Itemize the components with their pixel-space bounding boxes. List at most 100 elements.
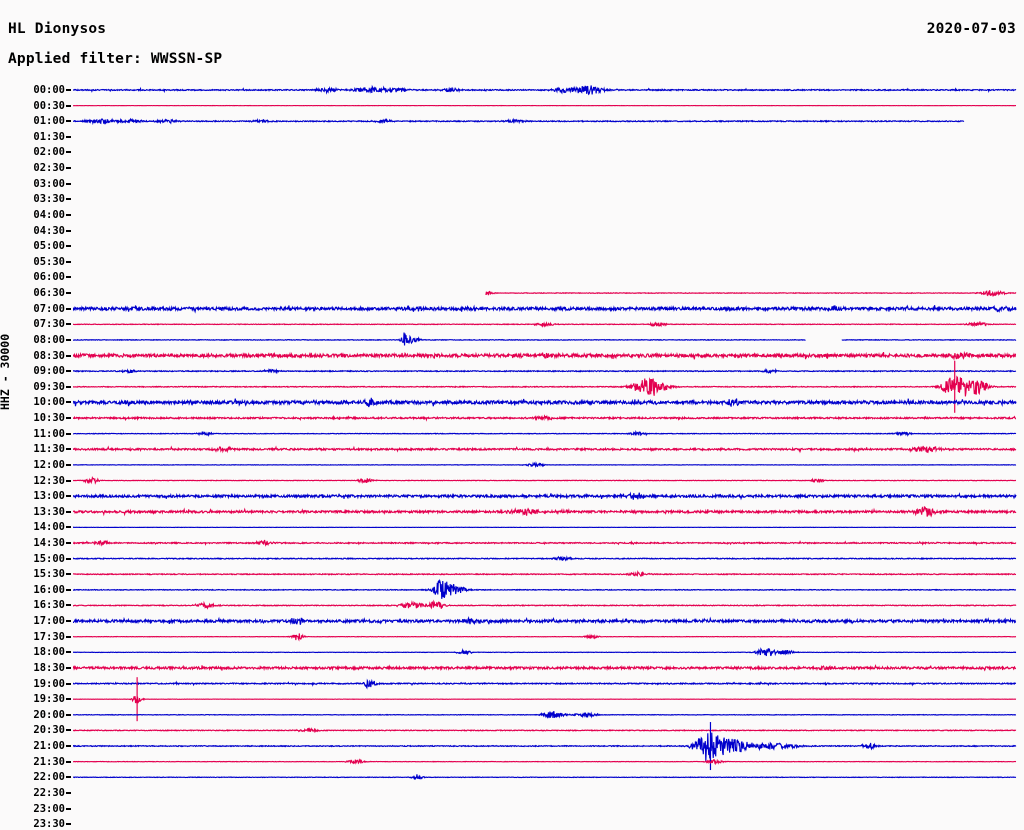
time-tick-label: 05:30 <box>33 257 65 267</box>
time-tick-mark <box>66 620 71 622</box>
seismogram-plot: HHZ - 30000 00:0000:3001:0001:3002:0002:… <box>0 80 1024 780</box>
trace-line <box>73 416 1016 420</box>
time-tick-mark <box>66 651 71 653</box>
trace-line <box>73 557 1016 561</box>
trace-line <box>73 665 1016 670</box>
time-tick-label: 19:30 <box>33 694 65 704</box>
time-tick-mark <box>66 417 71 419</box>
time-tick-mark <box>66 401 71 403</box>
time-tick-label: 08:00 <box>33 335 65 345</box>
time-tick-label: 10:30 <box>33 413 65 423</box>
time-tick-label: 02:30 <box>33 163 65 173</box>
trace-line <box>73 119 964 124</box>
time-tick-label: 20:30 <box>33 725 65 735</box>
time-tick-label: 09:30 <box>33 382 65 392</box>
trace-line <box>73 507 1016 517</box>
time-tick-label: 09:00 <box>33 366 65 376</box>
trace-line <box>73 432 1016 435</box>
trace-line <box>73 352 1016 359</box>
trace-line <box>73 446 1016 453</box>
time-tick-label: 10:00 <box>33 397 65 407</box>
time-tick-label: 23:30 <box>33 819 65 829</box>
time-tick-label: 15:00 <box>33 554 65 564</box>
time-tick-mark <box>66 448 71 450</box>
trace-line <box>73 648 1016 656</box>
time-tick-label: 22:30 <box>33 788 65 798</box>
time-tick-mark <box>66 729 71 731</box>
trace-line <box>73 305 1016 311</box>
trace-line <box>73 463 1016 466</box>
trace-line <box>73 323 1016 327</box>
time-tick-label: 13:30 <box>33 507 65 517</box>
time-tick-mark <box>66 183 71 185</box>
trace-line <box>73 733 1016 762</box>
time-tick-label: 12:30 <box>33 476 65 486</box>
time-tick-mark <box>66 323 71 325</box>
time-tick-mark <box>66 276 71 278</box>
time-tick-mark <box>66 308 71 310</box>
time-tick-label: 22:00 <box>33 772 65 782</box>
time-tick-mark <box>66 604 71 606</box>
time-tick-label: 17:00 <box>33 616 65 626</box>
time-tick-label: 16:30 <box>33 600 65 610</box>
time-tick-mark <box>66 136 71 138</box>
time-tick-mark <box>66 433 71 435</box>
time-tick-label: 20:00 <box>33 710 65 720</box>
trace-line <box>485 290 1016 295</box>
time-tick-mark <box>66 355 71 357</box>
time-tick-mark <box>66 261 71 263</box>
time-tick-label: 19:00 <box>33 679 65 689</box>
trace-svg <box>73 80 1024 780</box>
trace-line <box>73 333 806 346</box>
trace-line <box>842 340 1016 341</box>
time-tick-label: 02:00 <box>33 147 65 157</box>
time-tick-label: 23:00 <box>33 804 65 814</box>
time-tick-mark <box>66 761 71 763</box>
time-tick-mark <box>66 339 71 341</box>
trace-line <box>73 774 1016 779</box>
time-tick-mark <box>66 667 71 669</box>
trace-line <box>73 760 1016 764</box>
time-tick-mark <box>66 745 71 747</box>
time-tick-mark <box>66 198 71 200</box>
trace-line <box>73 729 1016 732</box>
time-tick-mark <box>66 151 71 153</box>
trace-line <box>73 493 1016 500</box>
trace-line <box>73 633 1016 640</box>
time-tick-mark <box>66 511 71 513</box>
trace-line <box>73 377 1016 396</box>
time-tick-mark <box>66 683 71 685</box>
time-tick-label: 01:30 <box>33 132 65 142</box>
time-tick-label: 03:00 <box>33 179 65 189</box>
time-tick-label: 16:00 <box>33 585 65 595</box>
time-tick-mark <box>66 589 71 591</box>
trace-line <box>73 478 1016 483</box>
trace-line <box>73 540 1016 545</box>
time-tick-mark <box>66 776 71 778</box>
trace-canvas <box>73 80 1024 780</box>
time-tick-label: 05:00 <box>33 241 65 251</box>
time-tick-mark <box>66 245 71 247</box>
time-tick-mark <box>66 558 71 560</box>
time-tick-mark <box>66 480 71 482</box>
time-tick-mark <box>66 370 71 372</box>
time-tick-label: 06:30 <box>33 288 65 298</box>
trace-line <box>73 618 1016 625</box>
trace-line <box>73 85 1016 94</box>
trace-line <box>73 712 1016 718</box>
time-tick-mark <box>66 120 71 122</box>
time-tick-label: 18:00 <box>33 647 65 657</box>
time-tick-label: 11:30 <box>33 444 65 454</box>
trace-line <box>73 581 1016 599</box>
time-tick-label: 08:30 <box>33 351 65 361</box>
trace-line <box>73 602 1016 609</box>
time-tick-mark <box>66 105 71 107</box>
time-tick-mark <box>66 292 71 294</box>
time-tick-label: 01:00 <box>33 116 65 126</box>
time-tick-mark <box>66 230 71 232</box>
time-tick-label: 04:00 <box>33 210 65 220</box>
time-tick-label: 21:00 <box>33 741 65 751</box>
time-tick-label: 15:30 <box>33 569 65 579</box>
time-tick-mark <box>66 89 71 91</box>
